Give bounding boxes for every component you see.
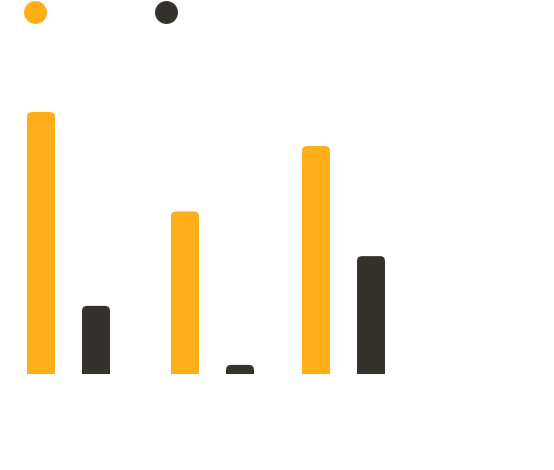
- legend-swatch-series-1: [24, 0, 47, 24]
- bar-series-1-category-1: [27, 112, 55, 374]
- legend-item-series-1: [24, 0, 55, 24]
- bar-series-1-category-2: [171, 211, 199, 374]
- chart-legend: [0, 0, 554, 24]
- bar-series-1-category-3: [302, 146, 330, 374]
- legend-swatch-series-2: [155, 0, 178, 24]
- bar-series-2-category-3: [357, 256, 385, 374]
- bar-series-2-category-2: [226, 364, 254, 374]
- bar-series-2-category-1: [82, 305, 110, 374]
- legend-item-series-2: [155, 0, 186, 24]
